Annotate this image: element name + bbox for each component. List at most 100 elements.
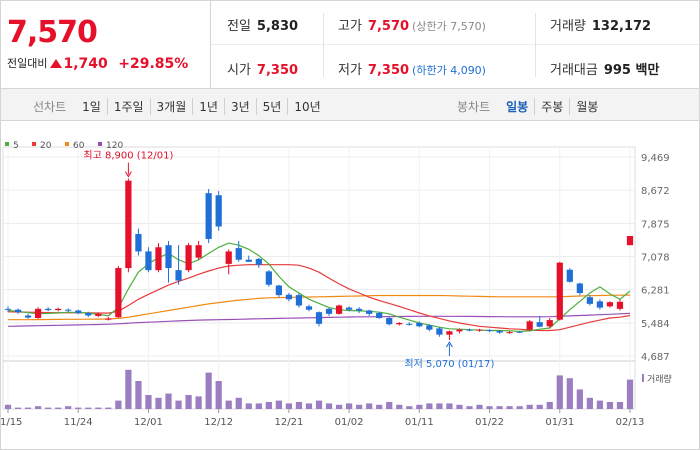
up-arrow-icon [50, 59, 63, 68]
volume-bar [376, 404, 383, 409]
volume-bar [456, 404, 463, 409]
x-tick-label: 02/13 [616, 417, 645, 428]
volume-bar [546, 402, 553, 409]
volume-label: 거래량 [550, 19, 586, 34]
volume-bar [366, 403, 373, 409]
chart-toolbar: 선차트 1일 1주일 3개월 1년 3년 5년 10년 봉차트 일봉 주봉 월봉 [1, 89, 699, 121]
volume-bar [135, 381, 142, 409]
period-button[interactable]: 3개월 [149, 98, 193, 115]
period-button[interactable]: 10년 [287, 98, 326, 115]
volume-bar [245, 403, 252, 409]
volume-bar [155, 397, 162, 409]
volume-bar [45, 407, 52, 409]
period-button[interactable]: 1일 [82, 100, 101, 114]
candle-body [476, 329, 483, 331]
candle-body [406, 323, 413, 325]
volume-bar [24, 407, 32, 409]
current-price: 7,570 [7, 15, 98, 50]
candle-body [185, 245, 192, 271]
volume-bar [165, 393, 172, 409]
volume-bar [34, 406, 42, 409]
x-tick-label: 01/22 [475, 417, 504, 428]
volume-bar [526, 404, 533, 409]
volume-bar [496, 406, 503, 409]
low-label: 저가 [338, 63, 362, 78]
candle-body [305, 306, 313, 310]
candle-body [486, 330, 493, 332]
candle-body [416, 322, 423, 327]
candle-body [225, 251, 232, 264]
candle-body [626, 236, 634, 246]
volume-bar [576, 389, 583, 409]
col-divider [535, 13, 536, 77]
x-tick-label: 12/12 [204, 417, 233, 428]
candle-body [125, 180, 132, 269]
volume-bar [606, 402, 614, 409]
candle-body [345, 307, 353, 310]
volume-bar [516, 406, 523, 409]
candle-body [105, 318, 112, 320]
change-percent: +29.85% [118, 56, 189, 72]
volume-bar [446, 403, 453, 409]
low-annotation: 최저 5,070 (01/17) [404, 358, 494, 370]
volume-bar [255, 403, 262, 409]
candle-body [356, 308, 363, 311]
trade-amount: 거래대금 995 백만 [550, 59, 659, 78]
candle-body [165, 245, 172, 269]
candle-body [516, 331, 523, 333]
candle-body [95, 313, 102, 316]
y-tick-label: 6,281 [641, 286, 670, 297]
legend-label: 60 [73, 141, 85, 151]
y-tick-label: 7,875 [641, 219, 670, 230]
volume-bar [305, 403, 313, 409]
high-price: 고가 7,570 (상한가 7,570) [338, 15, 486, 34]
candle-body [145, 251, 152, 271]
legend-label: 20 [40, 141, 52, 151]
x-tick-label: 01/11 [405, 417, 434, 428]
candle-period-button[interactable]: 일봉 [506, 100, 529, 114]
candle-period-button[interactable]: 월봉 [569, 98, 604, 115]
legend-swatch [32, 142, 36, 146]
period-button[interactable]: 5년 [255, 98, 288, 115]
candle-body [566, 269, 573, 282]
open-price: 시가 7,350 [227, 59, 298, 78]
candle-body [526, 321, 533, 330]
candle-body [24, 315, 32, 318]
candle-body [275, 285, 282, 296]
period-button[interactable]: 1년 [192, 98, 224, 115]
x-tick-label: 11/15 [1, 417, 22, 428]
volume-value: 132,172 [591, 19, 652, 34]
candle-body [65, 309, 72, 311]
candle-body [616, 301, 624, 309]
open-label: 시가 [227, 63, 251, 78]
volume-bar [285, 403, 293, 409]
candle-body [245, 259, 252, 262]
volume-bar [175, 400, 182, 409]
x-tick-label: 12/01 [134, 417, 163, 428]
volume-bar [215, 381, 222, 409]
volume-bar [315, 400, 323, 409]
volume-bar [556, 375, 563, 409]
legend-label: 5 [13, 141, 19, 151]
volume-bar [265, 402, 272, 409]
period-button[interactable]: 1주일 [106, 98, 150, 115]
legend-label: 120 [106, 141, 123, 151]
candle-body [295, 295, 303, 306]
header-divider [211, 44, 699, 45]
candle-period-button[interactable]: 주봉 [534, 98, 569, 115]
candle-body [586, 297, 593, 304]
candle-chart-group: 봉차트 일봉 주봉 월봉 [457, 98, 604, 115]
change-amount: 1,740 [63, 56, 108, 72]
candle-body [255, 258, 262, 265]
y-tick-label: 4,687 [641, 352, 670, 363]
candle-body [366, 310, 373, 314]
candle-body [115, 268, 122, 318]
ma60-line [8, 294, 631, 321]
candle-body [536, 322, 543, 327]
candle-body [235, 248, 242, 260]
candle-body [466, 329, 473, 331]
low-value: 7,350 [367, 63, 410, 78]
period-button[interactable]: 3년 [223, 98, 256, 115]
candle-body [45, 308, 52, 311]
